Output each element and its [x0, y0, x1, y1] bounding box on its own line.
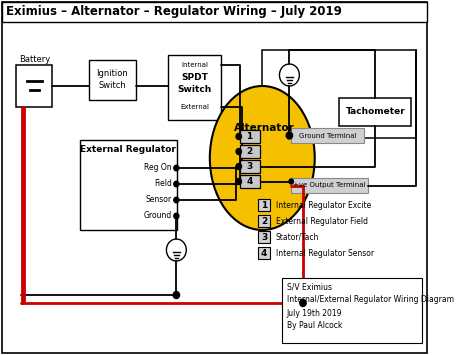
Circle shape — [289, 179, 293, 184]
Text: Switch: Switch — [177, 84, 211, 93]
FancyBboxPatch shape — [240, 175, 260, 188]
FancyBboxPatch shape — [168, 55, 221, 120]
FancyBboxPatch shape — [89, 60, 136, 100]
Text: Ignition: Ignition — [96, 69, 128, 77]
Text: Internal Regulator Sensor: Internal Regulator Sensor — [276, 248, 374, 257]
FancyBboxPatch shape — [258, 231, 270, 243]
Text: External: External — [180, 104, 209, 110]
Text: Alternator: Alternator — [234, 123, 294, 133]
Circle shape — [174, 197, 179, 203]
Ellipse shape — [210, 86, 315, 230]
Text: 4: 4 — [246, 177, 253, 186]
Circle shape — [280, 64, 300, 86]
Circle shape — [236, 148, 241, 154]
Circle shape — [236, 133, 241, 140]
FancyBboxPatch shape — [2, 2, 427, 22]
Text: Field: Field — [154, 180, 172, 189]
Text: Battery: Battery — [19, 55, 50, 65]
Text: Internal/External Regulator Wiring Diagram: Internal/External Regulator Wiring Diagr… — [287, 295, 454, 305]
Circle shape — [173, 291, 180, 299]
Circle shape — [174, 213, 179, 219]
FancyBboxPatch shape — [240, 130, 260, 143]
FancyBboxPatch shape — [80, 140, 177, 230]
Text: 2: 2 — [246, 147, 253, 156]
Text: 2: 2 — [261, 217, 267, 225]
FancyBboxPatch shape — [240, 145, 260, 158]
FancyBboxPatch shape — [2, 2, 427, 353]
Text: Sensor: Sensor — [146, 196, 172, 204]
Circle shape — [236, 179, 241, 185]
Text: Internal: Internal — [181, 62, 208, 68]
Text: S/V Eximius: S/V Eximius — [287, 283, 332, 291]
Text: 1: 1 — [261, 201, 267, 209]
FancyBboxPatch shape — [291, 178, 368, 193]
Text: Ground Terminal: Ground Terminal — [299, 132, 356, 138]
Text: +ve Output Terminal: +ve Output Terminal — [293, 182, 366, 189]
Text: 3: 3 — [246, 162, 253, 171]
FancyBboxPatch shape — [282, 278, 422, 343]
Circle shape — [174, 165, 179, 171]
Text: External Regulator: External Regulator — [81, 146, 176, 154]
Text: Tachometer: Tachometer — [346, 108, 405, 116]
FancyBboxPatch shape — [258, 247, 270, 259]
Circle shape — [236, 164, 241, 169]
FancyBboxPatch shape — [258, 215, 270, 227]
FancyBboxPatch shape — [339, 98, 411, 126]
Text: Stator/Tach: Stator/Tach — [276, 233, 319, 241]
Text: Ground: Ground — [144, 212, 172, 220]
FancyBboxPatch shape — [16, 65, 53, 107]
Text: Internal Regulator Excite: Internal Regulator Excite — [276, 201, 371, 209]
Text: 1: 1 — [246, 132, 253, 141]
Text: July 19th 2019: July 19th 2019 — [287, 308, 342, 317]
Circle shape — [174, 181, 179, 187]
Circle shape — [286, 132, 292, 139]
FancyBboxPatch shape — [262, 50, 416, 138]
Text: Switch: Switch — [98, 81, 126, 89]
Circle shape — [300, 300, 306, 306]
Circle shape — [166, 239, 186, 261]
FancyBboxPatch shape — [258, 199, 270, 211]
Text: External Regulator Field: External Regulator Field — [276, 217, 368, 225]
Text: SPDT: SPDT — [181, 73, 208, 82]
FancyBboxPatch shape — [291, 128, 364, 143]
FancyBboxPatch shape — [240, 160, 260, 173]
Text: By Paul Alcock: By Paul Alcock — [287, 322, 342, 331]
Text: 3: 3 — [261, 233, 267, 241]
Text: Eximius – Alternator – Regulator Wiring – July 2019: Eximius – Alternator – Regulator Wiring … — [6, 5, 342, 18]
Text: Reg On: Reg On — [144, 164, 172, 173]
Text: 4: 4 — [261, 248, 267, 257]
